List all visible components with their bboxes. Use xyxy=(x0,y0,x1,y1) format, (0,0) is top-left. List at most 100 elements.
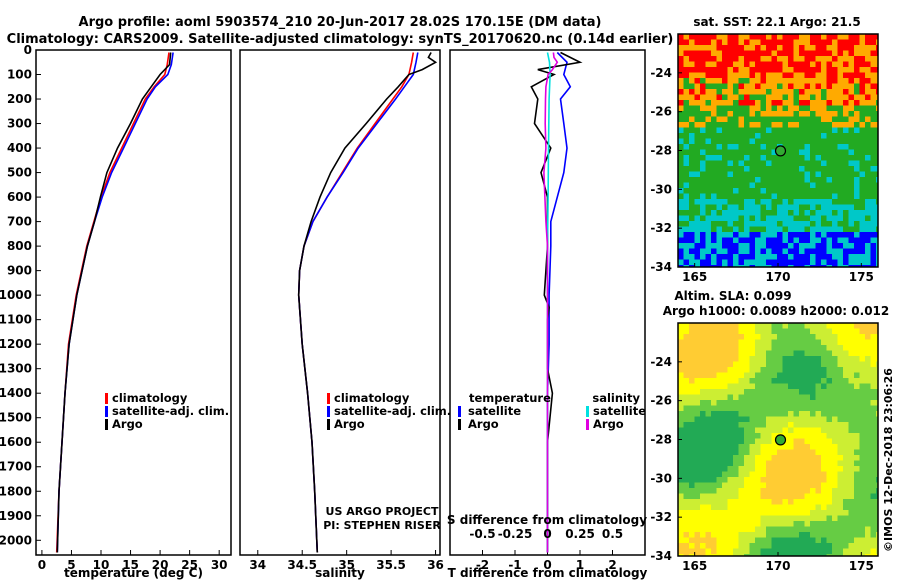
map-cell xyxy=(727,449,734,456)
map-cell xyxy=(749,515,756,522)
map-cell xyxy=(689,405,695,412)
map-cell xyxy=(782,67,789,73)
map-cell xyxy=(683,204,690,211)
map-cell xyxy=(694,543,701,549)
map-cell xyxy=(678,237,684,244)
map-cell xyxy=(733,237,739,244)
map-cell xyxy=(683,248,690,255)
map-cell xyxy=(870,133,877,139)
map-cell xyxy=(678,39,684,46)
map-cell xyxy=(810,389,816,395)
map-cell xyxy=(848,177,855,183)
map-cell xyxy=(865,45,871,51)
map-cell xyxy=(777,493,783,500)
map-cell xyxy=(722,160,728,167)
map-cell xyxy=(755,265,761,267)
difference-panel: -2 -1 0 1 2T difference from climatology-0.5… xyxy=(447,49,648,580)
map-cell xyxy=(738,254,745,260)
map-cell xyxy=(722,61,728,68)
map-cell xyxy=(755,411,761,417)
map-cell xyxy=(705,378,712,384)
map-cell xyxy=(826,259,833,266)
map-cell xyxy=(727,39,734,46)
map-cell xyxy=(821,350,827,357)
map-cell xyxy=(727,210,734,216)
map-cell xyxy=(826,554,833,556)
map-cell xyxy=(760,411,767,417)
map-cell xyxy=(689,543,695,549)
map-cell xyxy=(716,543,723,549)
map-cell xyxy=(755,334,761,340)
map-cell xyxy=(705,259,712,266)
map-cell xyxy=(793,339,800,346)
map-cell xyxy=(777,515,783,522)
map-cell xyxy=(678,444,684,450)
map-cell xyxy=(843,449,849,456)
map-cell xyxy=(799,122,805,128)
map-cell xyxy=(755,237,761,244)
map-cell xyxy=(744,416,750,423)
map-cell xyxy=(694,521,701,527)
map-cell xyxy=(777,532,783,538)
map-cell xyxy=(843,394,849,401)
map-cell xyxy=(821,411,827,417)
x-tick-label: 1 xyxy=(576,558,584,572)
map-cell xyxy=(771,72,778,79)
map-cell xyxy=(771,526,778,533)
map-cell xyxy=(744,422,750,428)
map-cell xyxy=(810,499,816,505)
map-cell xyxy=(733,193,739,200)
map-cell xyxy=(738,259,745,266)
map-cell xyxy=(749,499,756,505)
map-cell xyxy=(694,56,701,62)
map-cell xyxy=(777,237,783,244)
map-cell xyxy=(749,328,756,335)
map-cell xyxy=(843,554,849,556)
map-cell xyxy=(799,83,805,90)
map-cell xyxy=(760,34,767,40)
map-cell xyxy=(821,345,827,351)
map-cell xyxy=(738,232,745,238)
map-cell xyxy=(832,526,838,533)
map-cell xyxy=(694,171,701,178)
map-cell xyxy=(804,243,811,249)
map-cell xyxy=(859,215,866,222)
map-cell xyxy=(854,83,860,90)
map-cell xyxy=(744,144,750,150)
map-cell xyxy=(700,471,706,478)
map-cell xyxy=(843,499,849,505)
map-cell xyxy=(859,427,866,434)
map-cell xyxy=(782,111,789,117)
map-cell xyxy=(711,199,717,205)
map-cell xyxy=(810,548,816,555)
map-cell xyxy=(744,226,750,233)
map-cell xyxy=(694,416,701,423)
map-cell xyxy=(870,526,877,533)
map-cell xyxy=(804,471,811,478)
map-cell xyxy=(722,422,728,428)
map-cell xyxy=(694,372,701,379)
map-cell xyxy=(722,438,728,445)
map-cell xyxy=(837,383,844,390)
map-cell xyxy=(749,237,756,244)
map-cell xyxy=(755,226,761,233)
map-cell xyxy=(689,232,695,238)
map-cell xyxy=(705,78,712,84)
map-cell xyxy=(716,105,723,112)
map-cell xyxy=(700,339,706,346)
salinity-panel: 34 34.5 35 35.5 36salinityclimatologysatelli… xyxy=(239,49,451,580)
map-cell xyxy=(832,449,838,456)
map-cell xyxy=(810,232,816,238)
map-cell xyxy=(678,383,684,390)
map-cell xyxy=(865,554,871,556)
map-cell xyxy=(749,72,756,79)
map-cell xyxy=(793,133,800,139)
map-cell xyxy=(727,100,734,106)
map-cell xyxy=(683,50,690,57)
map-cell xyxy=(826,383,833,390)
map-cell xyxy=(678,460,684,467)
map-cell xyxy=(700,548,706,555)
map-cell xyxy=(722,477,728,483)
map-cell xyxy=(876,499,878,505)
map-cell xyxy=(683,111,690,117)
